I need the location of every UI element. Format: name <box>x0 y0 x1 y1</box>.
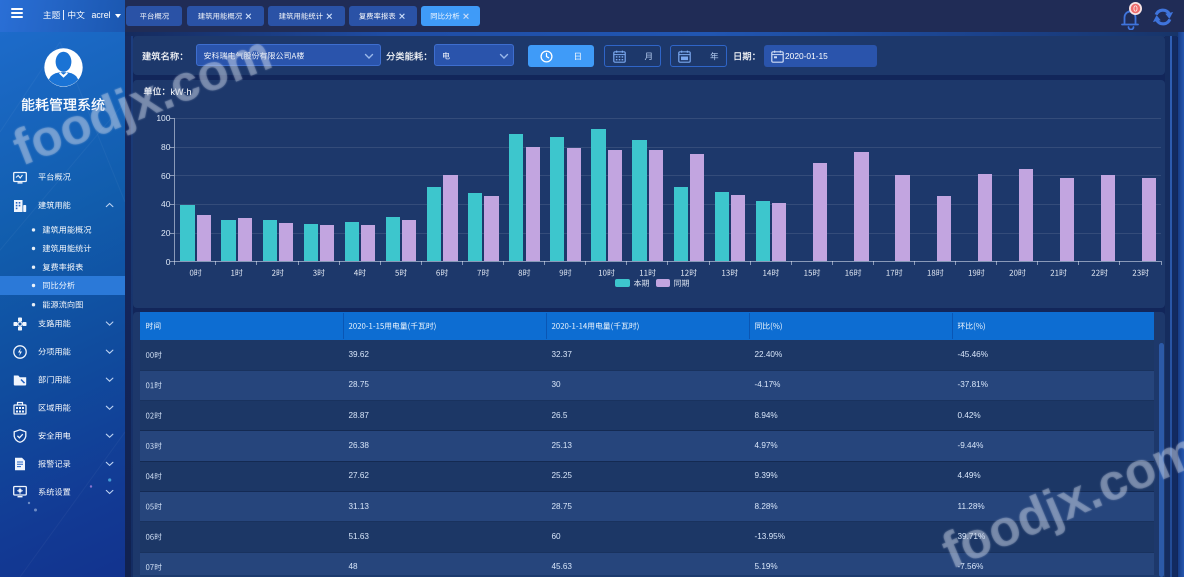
svg-text:0: 0 <box>1133 4 1138 13</box>
